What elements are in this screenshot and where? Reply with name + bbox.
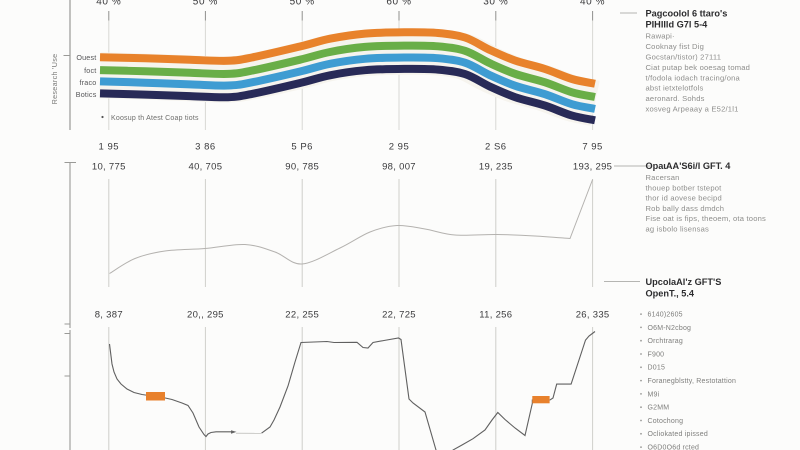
- svg-text:aeronard. Sohds: aeronard. Sohds: [646, 94, 705, 103]
- svg-text:O6D0O6d rcted: O6D0O6d rcted: [648, 445, 700, 450]
- svg-text:thor id aovese becipd: thor id aovese becipd: [646, 194, 722, 203]
- svg-text:Ciat putap bek ooesag tomad: Ciat putap bek ooesag tomad: [646, 63, 751, 72]
- svg-text:G2MM: G2MM: [648, 405, 670, 412]
- svg-text:UpcolaAl'z GFT'S: UpcolaAl'z GFT'S: [646, 277, 722, 287]
- svg-text:2 95: 2 95: [389, 142, 410, 153]
- svg-text:3 86: 3 86: [195, 142, 216, 153]
- svg-text:Research 'Use: Research 'Use: [50, 54, 59, 105]
- svg-text:6140)2605: 6140)2605: [648, 312, 683, 319]
- svg-text:22, 725: 22, 725: [382, 310, 416, 321]
- svg-text:Fise oat is fips, theoem, ota: Fise oat is fips, theoem, ota toons: [646, 214, 767, 223]
- svg-text:Ocliokated ipissed: Ocliokated ipissed: [648, 431, 708, 438]
- svg-text:50 %: 50 %: [193, 0, 218, 8]
- svg-text:20,, 295: 20,, 295: [187, 310, 224, 321]
- svg-text:Orchtrarag: Orchtrarag: [648, 338, 683, 345]
- svg-text:5 P6: 5 P6: [291, 142, 313, 153]
- svg-text:10, 775: 10, 775: [92, 162, 126, 173]
- svg-text:Rawapi·: Rawapi·: [646, 32, 675, 41]
- svg-text:193, 295: 193, 295: [573, 162, 612, 173]
- svg-text:Gocstan/tistor) 27111: Gocstan/tistor) 27111: [646, 53, 722, 62]
- svg-text:Cooknay fist Dig: Cooknay fist Dig: [646, 42, 705, 51]
- svg-text:40 %: 40 %: [96, 0, 121, 8]
- svg-text:Pagcoolol 6 ttaro's: Pagcoolol 6 ttaro's: [646, 9, 728, 19]
- svg-text:thouep botber tstepot: thouep botber tstepot: [646, 183, 723, 192]
- svg-text:19, 235: 19, 235: [479, 162, 513, 173]
- svg-text:40, 705: 40, 705: [189, 162, 223, 173]
- svg-text:Ouest: Ouest: [76, 53, 96, 62]
- svg-text:22, 255: 22, 255: [285, 310, 319, 321]
- svg-text:Foranegblstty, Restotattion: Foranegblstty, Restotattion: [648, 378, 737, 385]
- svg-text:D015: D015: [648, 365, 666, 372]
- svg-text:fraco: fraco: [80, 78, 97, 87]
- svg-text:Cotochong: Cotochong: [648, 418, 684, 425]
- svg-text:Racersan: Racersan: [646, 173, 680, 182]
- svg-text:30 %: 30 %: [483, 0, 508, 8]
- svg-text:foct: foct: [84, 66, 96, 75]
- svg-text:26, 335: 26, 335: [576, 310, 610, 321]
- svg-text:50 %: 50 %: [290, 0, 315, 8]
- svg-text:40 %: 40 %: [580, 0, 605, 8]
- svg-text:1 95: 1 95: [99, 142, 120, 153]
- svg-text:F900: F900: [648, 351, 665, 358]
- svg-text:O6M-N2cbog: O6M-N2cbog: [648, 325, 692, 332]
- svg-text:7 95: 7 95: [582, 142, 603, 153]
- svg-text:abst ietxtelotfols: abst ietxtelotfols: [646, 84, 704, 93]
- svg-text:90, 785: 90, 785: [285, 162, 319, 173]
- svg-text:PIHIIld G7l 5-4: PIHIIld G7l 5-4: [646, 20, 709, 30]
- svg-text:OpaɩAA'S6i/l GFT. 4: OpaɩAA'S6i/l GFT. 4: [646, 161, 732, 171]
- svg-text:11, 256: 11, 256: [479, 310, 512, 321]
- svg-text:t/fodola iodach tracing/ona: t/fodola iodach tracing/ona: [646, 73, 741, 82]
- svg-text:Botics: Botics: [76, 90, 97, 99]
- svg-text:Koosup th Atest Coap tiots: Koosup th Atest Coap tiots: [111, 115, 199, 122]
- svg-text:8, 387: 8, 387: [95, 310, 123, 321]
- svg-text:2 S6: 2 S6: [485, 142, 507, 153]
- svg-text:M9i: M9i: [648, 391, 660, 398]
- svg-text:OpenT., 5.4: OpenT., 5.4: [646, 289, 695, 299]
- svg-text:60 %: 60 %: [386, 0, 411, 8]
- svg-text:Rob bally dass dmdch: Rob bally dass dmdch: [646, 204, 725, 213]
- svg-text:ag isbolo lisensas: ag isbolo lisensas: [646, 225, 710, 234]
- svg-text:98, 007: 98, 007: [382, 162, 416, 173]
- svg-text:xosveg Arpeaay a E52/1l1: xosveg Arpeaay a E52/1l1: [646, 105, 739, 114]
